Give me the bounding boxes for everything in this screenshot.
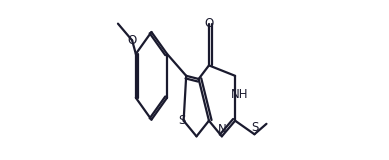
Text: N: N [217,123,226,136]
Text: S: S [251,121,258,134]
Text: S: S [178,114,186,127]
Text: O: O [128,34,137,47]
Text: NH: NH [231,88,248,101]
Text: O: O [204,17,214,30]
